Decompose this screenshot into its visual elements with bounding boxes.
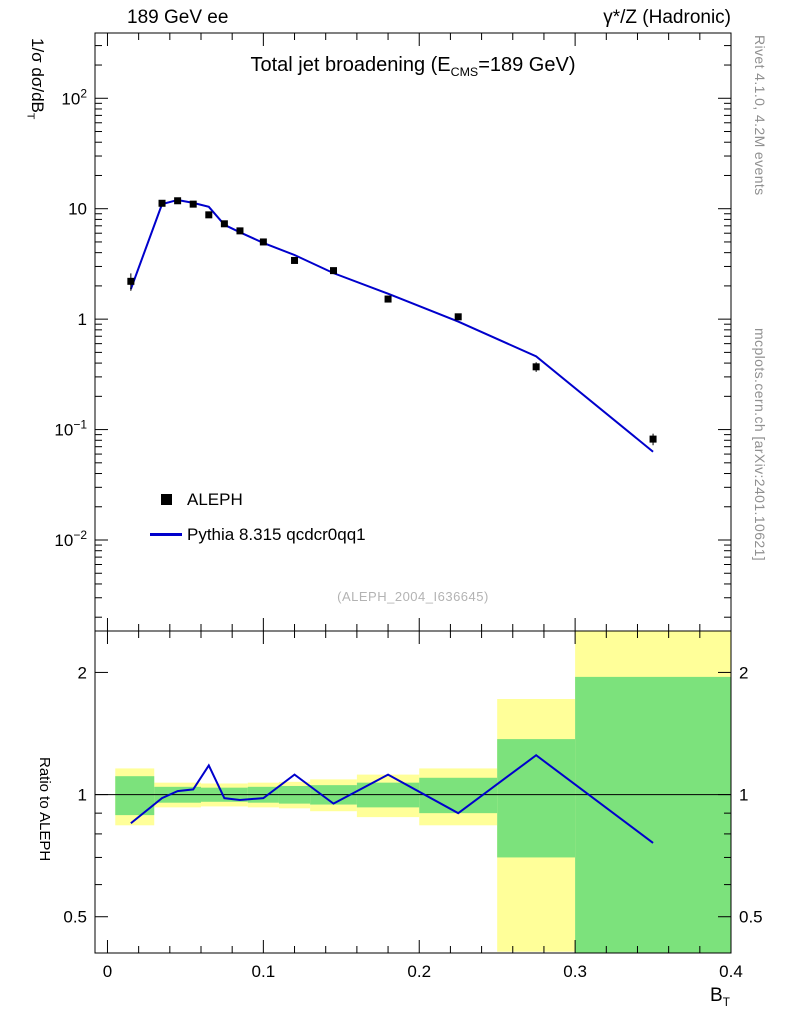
y-axis-title-main-text: 1/σ dσ/dB: [28, 38, 47, 113]
data-point-marker: [220, 220, 228, 228]
legend-label-mc: Pythia 8.315 qcdcr0qq1: [187, 524, 366, 544]
legend-marker-line: [150, 533, 182, 536]
data-point-marker: [205, 211, 213, 219]
plot-title-tail: =189 GeV): [478, 54, 576, 76]
plot-title: Total jet broadening (ECMS=189 GeV): [95, 54, 731, 79]
data-point-marker: [174, 197, 182, 205]
uncertainty-band-green: [497, 739, 576, 858]
ratio-panel-frame: [94, 630, 732, 954]
data-point-marker: [158, 199, 166, 207]
analysis-watermark: (ALEPH_2004_I636645): [337, 589, 489, 604]
y-axis-title-main-subscript: T: [24, 112, 37, 120]
x-axis-title-text: B: [710, 985, 723, 1006]
ratio-tick-label-right: 0.5: [739, 908, 763, 927]
beam-energy-label: 189 GeV ee: [127, 7, 229, 28]
x-tick-label: 0.3: [563, 962, 587, 981]
ratio-tick-label-left: 1: [78, 786, 87, 805]
data-point-marker: [259, 238, 267, 246]
x-tick-label: 0.1: [252, 962, 276, 981]
legend-entry-mc: Pythia 8.315 qcdcr0qq1: [145, 517, 366, 552]
y-axis-title-main: 1/σ dσ/dBT: [25, 38, 47, 119]
data-point-marker: [330, 267, 337, 275]
x-tick-label: 0: [103, 962, 112, 981]
x-axis-title-subscript: T: [722, 995, 730, 1009]
x-axis-title: BT: [710, 985, 730, 1009]
legend-marker-cell: [145, 494, 187, 505]
data-point-marker: [384, 295, 392, 303]
data-point-marker: [127, 277, 135, 285]
data-point-marker: [454, 313, 462, 321]
legend-label-data: ALEPH: [187, 489, 243, 509]
data-point-marker: [236, 227, 244, 235]
plot-title-text: Total jet broadening (E: [250, 54, 451, 76]
ratio-tick-label-right: 2: [739, 663, 748, 682]
legend: ALEPH Pythia 8.315 qcdcr0qq1: [145, 482, 366, 552]
x-tick-label: 0.4: [719, 962, 743, 981]
y-main-tick-label: 102: [61, 86, 87, 108]
rivet-version-note: Rivet 4.1.0, 4.2M events: [752, 35, 768, 196]
data-point-marker: [649, 435, 657, 443]
ratio-tick-label-left: 0.5: [63, 908, 87, 927]
uncertainty-band-green: [575, 676, 731, 953]
uncertainty-band-green: [419, 777, 498, 814]
legend-marker-cell: [145, 533, 187, 536]
x-tick-label: 0.2: [407, 962, 431, 981]
mc-curve: [129, 198, 654, 453]
data-point-marker: [291, 256, 299, 264]
ratio-tick-label-right: 1: [739, 786, 748, 805]
plot-title-subscript: CMS: [450, 65, 479, 79]
process-label: γ*/Z (Hadronic): [603, 7, 731, 28]
legend-entry-data: ALEPH: [145, 482, 366, 517]
y-main-tick-label: 1: [78, 310, 87, 329]
data-point-marker: [532, 363, 540, 371]
ratio-tick-label-left: 2: [78, 663, 87, 682]
mcplots-note: mcplots.cern.ch [arXiv:2401.10621]: [752, 328, 768, 562]
y-main-tick-label: 10−1: [54, 418, 87, 440]
data-point-marker: [189, 200, 197, 208]
y-axis-title-ratio: Ratio to ALEPH: [36, 757, 53, 862]
legend-marker-square: [160, 494, 172, 505]
ratio-curve: [130, 754, 654, 844]
y-main-tick-label: 10−2: [54, 528, 87, 550]
y-main-tick-label: 10: [68, 200, 87, 219]
